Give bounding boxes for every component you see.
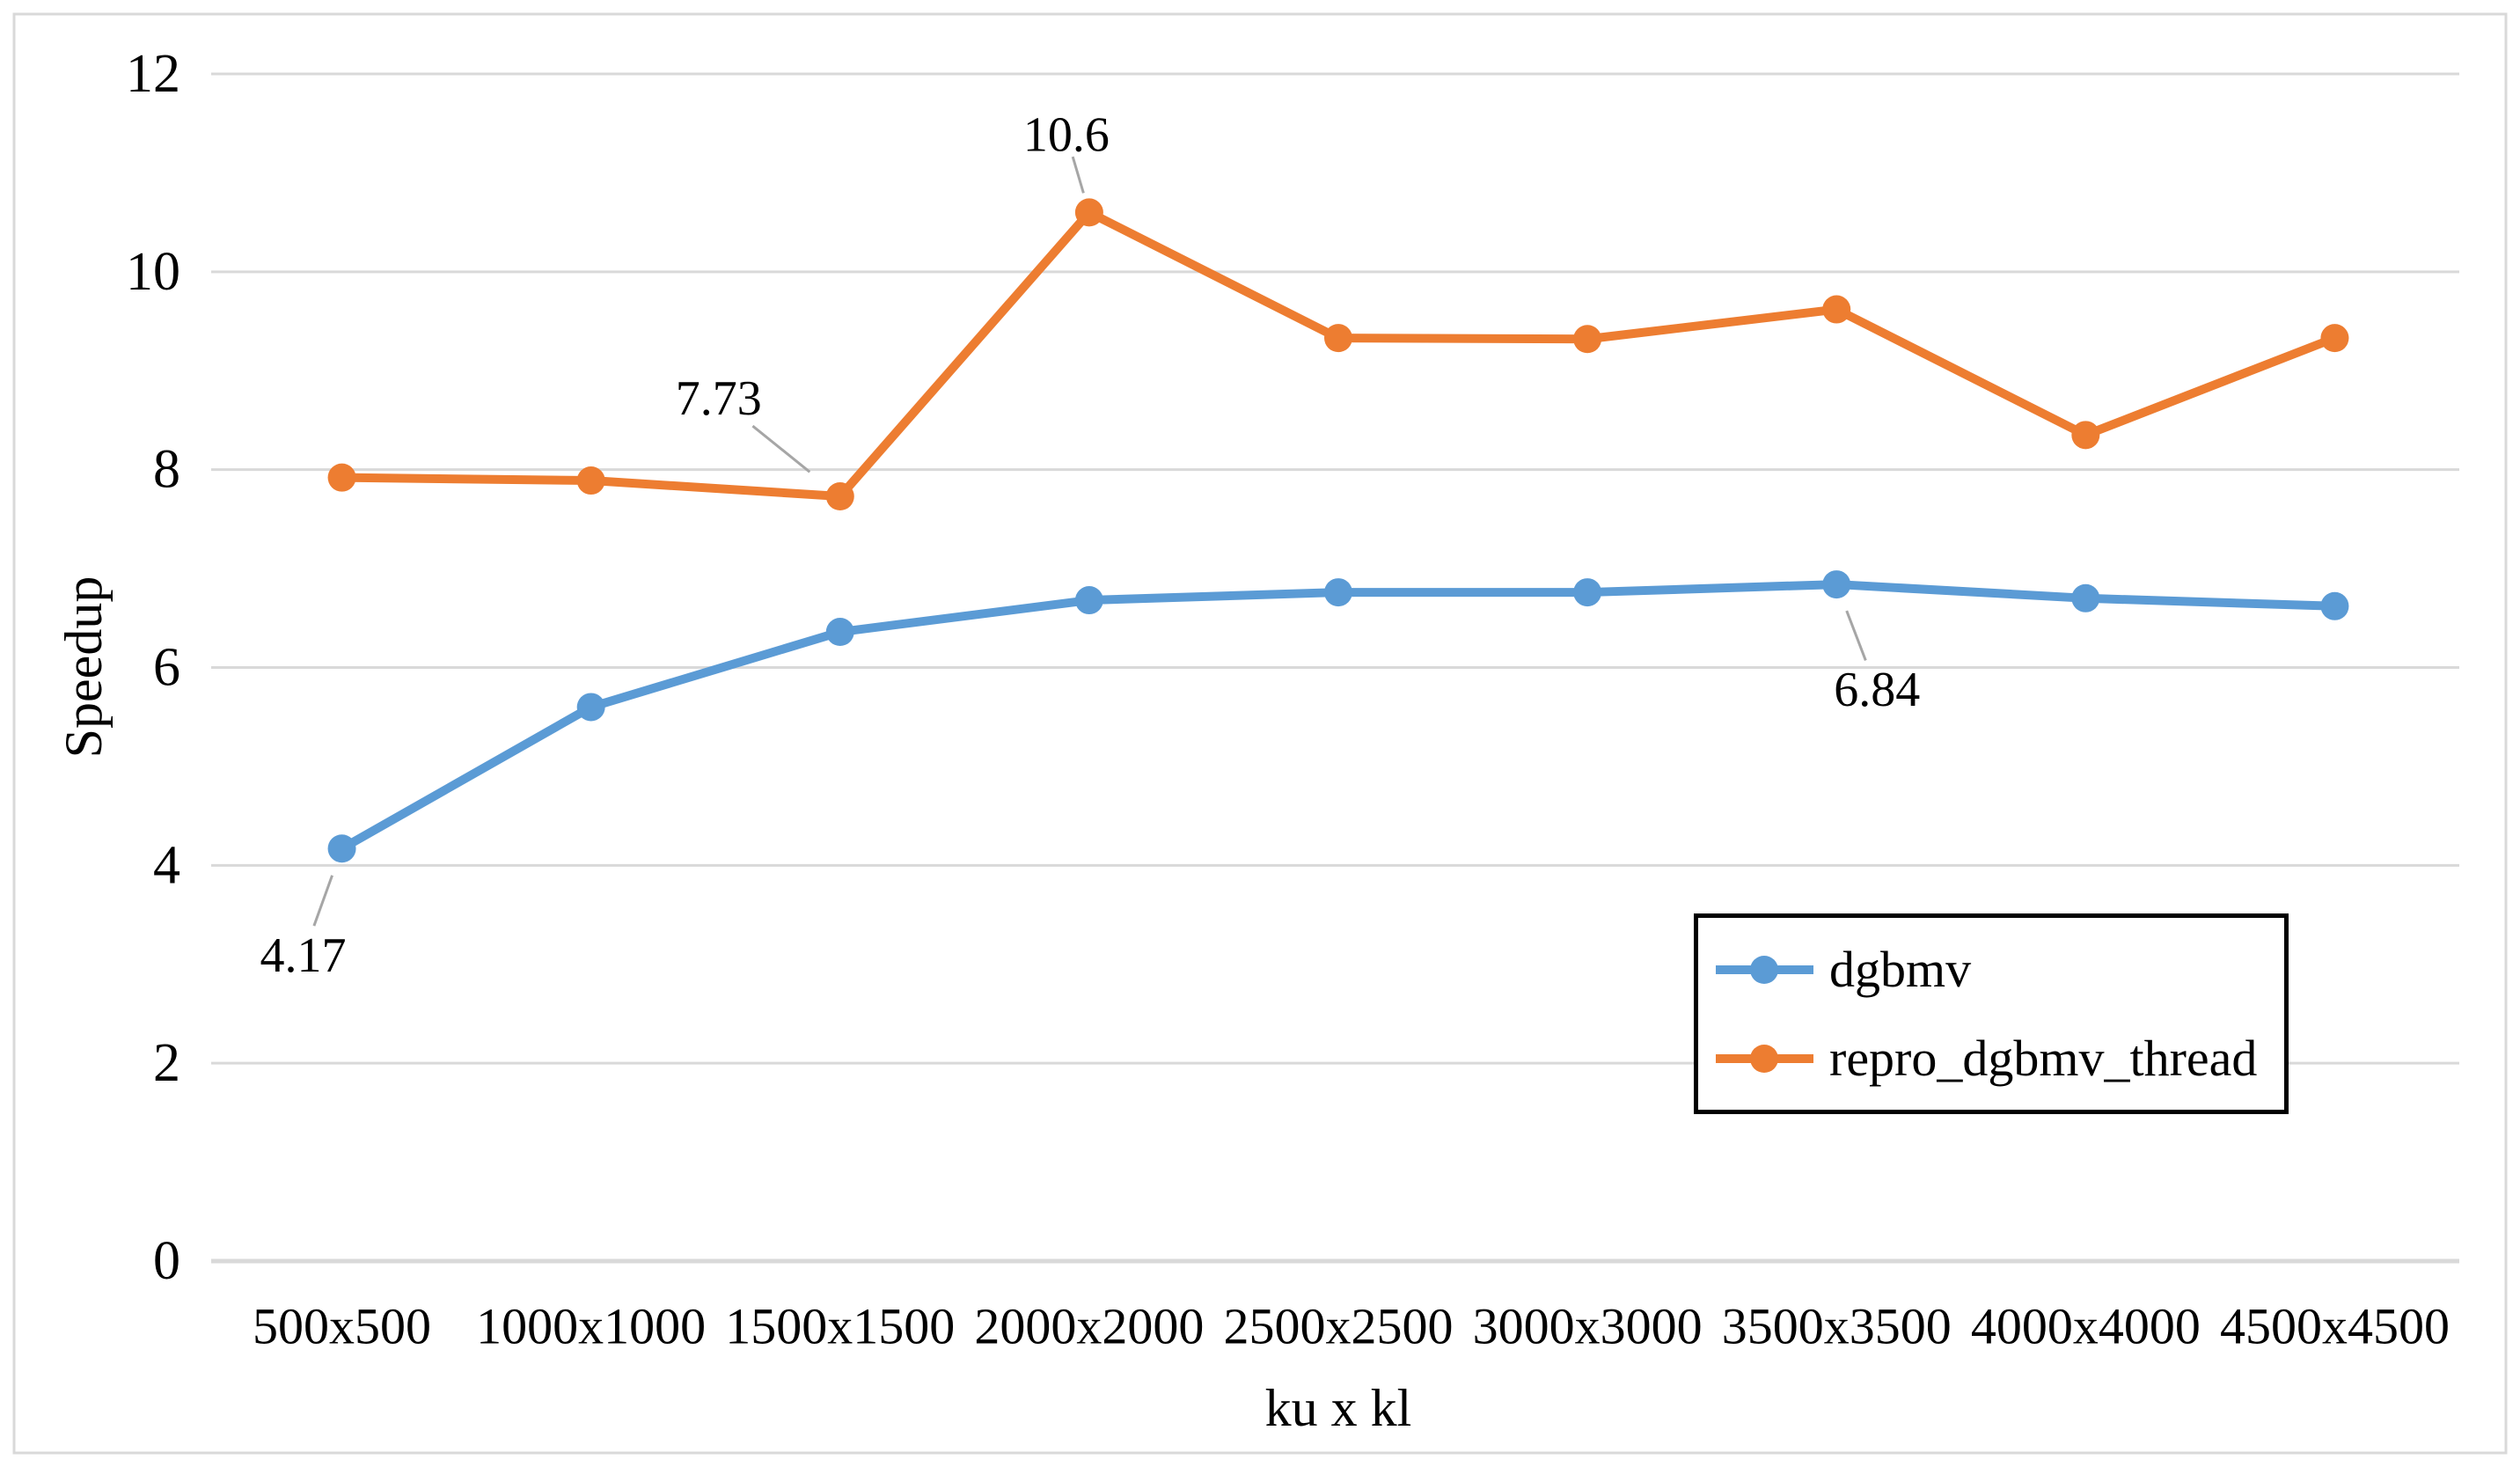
y-axis-tick-labels: 0 2 4 6 8 10 12: [126, 44, 180, 1291]
y-tick-label: 10: [126, 242, 180, 302]
data-point-dgbmv-1000x1000: [576, 693, 605, 722]
leader-line: [1845, 610, 1867, 662]
x-category-label: 1000x1000: [476, 1298, 706, 1355]
series-line-dgbmv: [337, 580, 2340, 854]
data-point-repro_dgbmv_thread-3000x3000: [1573, 325, 1602, 354]
x-category-label: 4500x4500: [2220, 1298, 2450, 1355]
x-category-label: 4000x4000: [1971, 1298, 2201, 1355]
y-tick-label: 0: [153, 1231, 180, 1291]
series-lines: [327, 198, 2349, 863]
series-line-repro_dgbmv_thread: [337, 208, 2340, 502]
dgbmv-line-swatch: [1716, 955, 1813, 984]
data-point-repro_dgbmv_thread-2000x2000: [1074, 198, 1103, 227]
data-point-dgbmv-3000x3000: [1573, 578, 1602, 607]
x-category-label: 3000x3000: [1473, 1298, 1703, 1355]
data-point-dgbmv-3500x3500: [1822, 570, 1851, 599]
data-point-repro_dgbmv_thread-500x500: [327, 463, 356, 492]
data-point-repro_dgbmv_thread-4500x4500: [2320, 324, 2349, 353]
data-label: 6.84: [1834, 663, 1920, 717]
data-label: 7.73: [676, 371, 762, 426]
repro-dgbmv-thread-line-swatch: [1716, 1044, 1813, 1073]
legend-label-repro-dgbmv-thread: repro_dgbmv_thread: [1829, 1029, 2258, 1087]
y-tick-label: 12: [126, 44, 180, 104]
x-category-label: 500x500: [253, 1298, 431, 1355]
y-tick-label: 8: [153, 440, 180, 500]
data-point-dgbmv-2500x2500: [1324, 578, 1352, 607]
x-category-label: 2000x2000: [974, 1298, 1204, 1355]
data-point-dgbmv-500x500: [327, 834, 356, 863]
data-point-dgbmv-1500x1500: [825, 618, 854, 647]
y-tick-label: 6: [153, 638, 180, 698]
x-category-label: 1500x1500: [725, 1298, 955, 1355]
data-point-repro_dgbmv_thread-3500x3500: [1822, 295, 1851, 324]
data-label: 10.6: [1023, 107, 1110, 162]
data-point-dgbmv-2000x2000: [1074, 586, 1103, 615]
x-axis-category-labels: 500x500 1000x1000 1500x1500 2000x2000 2500x2…: [253, 1298, 2450, 1355]
data-point-repro_dgbmv_thread-2500x2500: [1324, 324, 1352, 353]
leader-line: [1071, 156, 1085, 194]
x-category-label: 3500x3500: [1722, 1298, 1952, 1355]
data-label-annotations: 4.17 7.73 10.6 6.84: [260, 107, 1921, 983]
figure-border: [12, 12, 2508, 1455]
data-point-repro_dgbmv_thread-1500x1500: [825, 482, 854, 511]
y-tick-label: 4: [153, 835, 180, 895]
legend-box: dgbmv repro_dgbmv_thread: [1694, 913, 2289, 1114]
legend-item-repro-dgbmv-thread: repro_dgbmv_thread: [1714, 1029, 2275, 1087]
data-label: 4.17: [260, 928, 347, 983]
data-point-repro_dgbmv_thread-4000x4000: [2071, 421, 2100, 450]
x-category-label: 2500x2500: [1224, 1298, 1454, 1355]
data-point-dgbmv-4500x4500: [2320, 591, 2349, 620]
x-axis-title: ku x kl: [1265, 1379, 1412, 1437]
leader-line: [751, 424, 811, 473]
y-tick-label: 2: [153, 1033, 180, 1093]
leader-line: [312, 875, 333, 927]
legend-item-dgbmv: dgbmv: [1714, 940, 2275, 998]
y-axis-title: Speedup: [55, 576, 113, 759]
data-point-dgbmv-4000x4000: [2071, 583, 2100, 612]
legend-label-dgbmv: dgbmv: [1829, 940, 1972, 998]
data-point-repro_dgbmv_thread-1000x1000: [576, 466, 605, 495]
